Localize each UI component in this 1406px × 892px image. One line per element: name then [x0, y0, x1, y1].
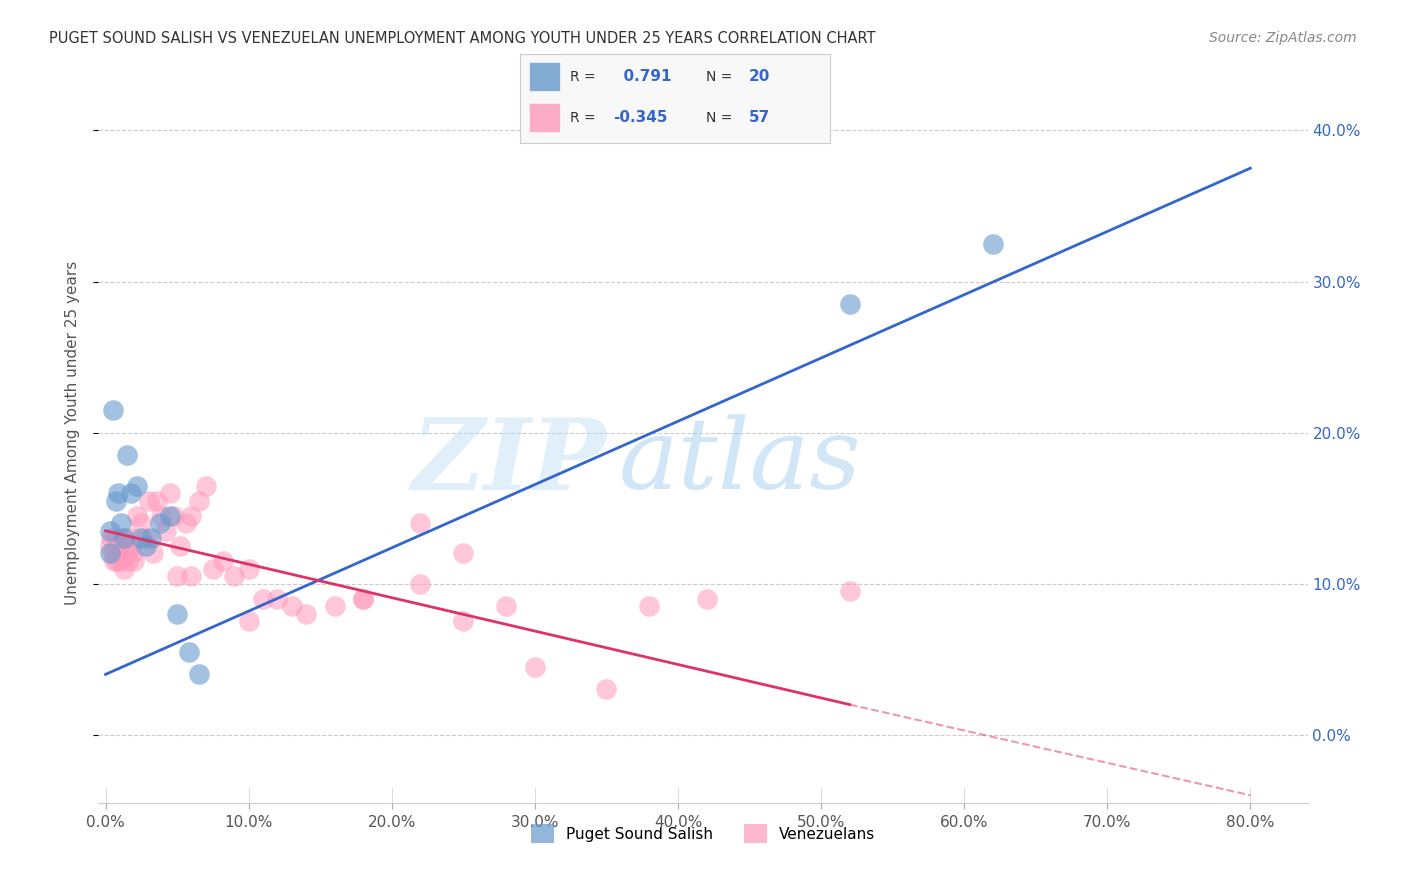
Point	[108, 547, 131, 561]
Point	[453, 615, 475, 629]
Point	[120, 486, 142, 500]
Point	[166, 607, 188, 621]
Point	[98, 524, 121, 538]
Point	[112, 532, 135, 546]
Point	[107, 539, 129, 553]
Point	[115, 448, 138, 462]
Point	[112, 561, 135, 575]
Text: ZIP: ZIP	[412, 414, 606, 510]
Point	[159, 508, 181, 523]
Point	[180, 508, 202, 523]
Point	[187, 493, 209, 508]
Point	[98, 547, 121, 561]
Point	[120, 539, 142, 553]
Point	[981, 236, 1004, 251]
Text: R =: R =	[569, 111, 595, 125]
Point	[409, 516, 432, 531]
Point	[131, 516, 153, 531]
Point	[595, 682, 617, 697]
Point	[352, 591, 374, 606]
Point	[104, 493, 127, 508]
Point	[103, 554, 125, 568]
Point	[838, 297, 860, 311]
Point	[638, 599, 661, 614]
Point	[107, 486, 129, 500]
Point	[169, 539, 191, 553]
Point	[100, 532, 122, 546]
Text: atlas: atlas	[619, 415, 860, 510]
Point	[201, 561, 224, 575]
Point	[266, 591, 288, 606]
Point	[118, 532, 141, 546]
Point	[187, 667, 209, 681]
Point	[146, 493, 169, 508]
Bar	[530, 62, 561, 91]
Text: N =: N =	[706, 111, 733, 125]
Text: Source: ZipAtlas.com: Source: ZipAtlas.com	[1209, 31, 1357, 45]
Point	[177, 645, 200, 659]
Point	[135, 539, 157, 553]
Point	[149, 516, 172, 531]
Bar	[530, 103, 561, 132]
Point	[122, 554, 145, 568]
Point	[238, 561, 260, 575]
Point	[523, 660, 546, 674]
Point	[141, 532, 163, 546]
Point	[323, 599, 346, 614]
Point	[150, 508, 173, 523]
Point	[495, 599, 517, 614]
Point	[409, 576, 432, 591]
Point	[135, 532, 157, 546]
Text: PUGET SOUND SALISH VS VENEZUELAN UNEMPLOYMENT AMONG YOUTH UNDER 25 YEARS CORRELA: PUGET SOUND SALISH VS VENEZUELAN UNEMPLO…	[49, 31, 876, 46]
Point	[159, 486, 181, 500]
Point	[163, 508, 186, 523]
Point	[105, 554, 128, 568]
Point	[125, 478, 148, 492]
Point	[280, 599, 302, 614]
Point	[131, 532, 153, 546]
Point	[838, 584, 860, 599]
Point	[224, 569, 246, 583]
Point	[212, 554, 235, 568]
Point	[174, 516, 197, 531]
Text: N =: N =	[706, 70, 733, 84]
Point	[166, 569, 188, 583]
Point	[238, 615, 260, 629]
Point	[104, 532, 127, 546]
Point	[114, 539, 136, 553]
Point	[252, 591, 274, 606]
Text: -0.345: -0.345	[613, 111, 668, 125]
Point	[180, 569, 202, 583]
Text: 0.791: 0.791	[613, 70, 672, 84]
Text: 20: 20	[749, 70, 770, 84]
Text: R =: R =	[569, 70, 595, 84]
Point	[121, 547, 143, 561]
Point	[110, 554, 132, 568]
Y-axis label: Unemployment Among Youth under 25 years: Unemployment Among Youth under 25 years	[65, 260, 80, 605]
Point	[295, 607, 318, 621]
Point	[101, 403, 124, 417]
Legend: Puget Sound Salish, Venezuelans: Puget Sound Salish, Venezuelans	[523, 817, 883, 851]
Point	[138, 493, 160, 508]
Point	[125, 508, 148, 523]
Point	[110, 516, 132, 531]
Point	[115, 547, 138, 561]
Point	[352, 591, 374, 606]
Point	[194, 478, 217, 492]
Point	[453, 547, 475, 561]
Point	[142, 547, 165, 561]
Text: 57: 57	[749, 111, 770, 125]
Point	[111, 532, 134, 546]
Point	[101, 547, 124, 561]
Point	[117, 554, 139, 568]
Point	[155, 524, 177, 538]
Point	[696, 591, 718, 606]
Point	[98, 539, 121, 553]
